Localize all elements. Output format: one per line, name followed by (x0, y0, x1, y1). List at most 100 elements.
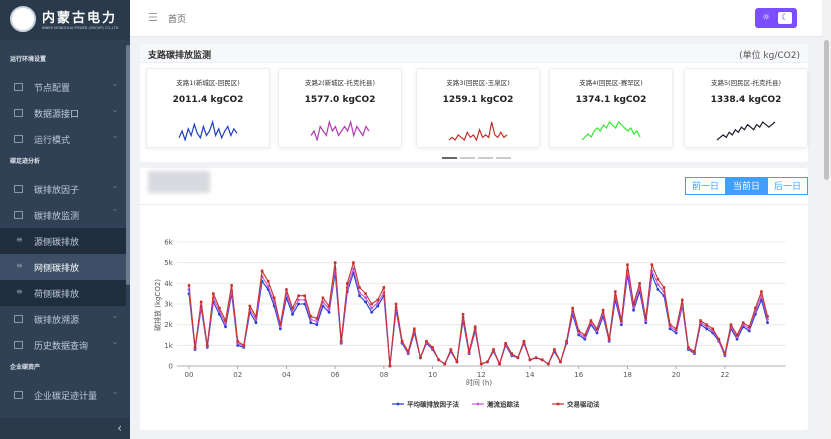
menu-item[interactable]: 碳排放因子 ⌄ (0, 176, 126, 202)
point (711, 327, 715, 331)
point (254, 317, 258, 322)
point (291, 306, 294, 310)
point (595, 331, 599, 335)
logo-area: 内蒙古电力 INNER MONGOLIA POWER (GROUP) CO.,L… (0, 0, 130, 40)
point (291, 312, 294, 316)
menu-item[interactable]: 碳排放溯源 ⌄ (0, 306, 126, 332)
submenu-item[interactable]: ≡ 网侧碳排放 (0, 254, 126, 280)
point (266, 279, 270, 283)
menu-item[interactable]: 数据源接口 ⌄ (0, 100, 126, 126)
sparkline-line (716, 121, 776, 141)
point (308, 317, 313, 322)
top-bar: ☰ 首页 ☼ ☾ (130, 0, 831, 37)
point (224, 325, 227, 329)
sparkline-line (581, 120, 641, 141)
point (388, 364, 392, 368)
point (589, 319, 593, 322)
menu-icon (14, 109, 23, 117)
x-tick-label: 20 (672, 371, 681, 379)
menu-item[interactable]: 企业碳足迹计量 ⌄ (0, 382, 126, 408)
point (309, 315, 313, 318)
panel-unit: (单位 kg/CO2) (739, 51, 800, 61)
menu-icon (14, 341, 23, 349)
point (760, 290, 763, 293)
point (553, 348, 556, 351)
point (369, 306, 374, 310)
sparkline (716, 121, 776, 141)
logo-text: 内蒙古电力 (42, 11, 118, 26)
submenu-item[interactable]: ≡ 荷侧碳排放 (0, 280, 126, 306)
point (626, 263, 629, 267)
series (187, 266, 770, 368)
point (632, 308, 635, 312)
card-name: 支路3(回民区-玉泉区) (446, 79, 510, 87)
x-tick-label: 02 (233, 371, 242, 379)
point (559, 360, 562, 364)
point (284, 291, 289, 296)
point (717, 337, 721, 341)
menu-arrow: ⌄ (112, 312, 118, 320)
day-button[interactable]: 前一日 (685, 177, 727, 195)
point (370, 302, 373, 306)
point (443, 362, 447, 366)
submenu-item[interactable]: ≡ 源侧碳排放 (0, 228, 126, 254)
point (644, 321, 648, 324)
sparkline (448, 121, 508, 141)
card-name: 支路4(回民区-赛罕区) (579, 79, 643, 87)
x-tick-label: 18 (623, 371, 632, 379)
menu-label: 节点配置 (34, 84, 71, 94)
point (242, 344, 246, 347)
logo-subtext: INNER MONGOLIA POWER (GROUP) CO.,LTD (42, 26, 119, 30)
menu-icon (14, 135, 23, 143)
point (674, 327, 678, 331)
panel-title: 支路碳排放监测 (148, 51, 212, 61)
menu-label: 碳排放因子 (34, 186, 80, 196)
point (327, 307, 331, 311)
point (583, 337, 587, 341)
menu-item[interactable]: 碳排放监测 ⌃ (0, 202, 126, 228)
point (425, 339, 428, 343)
chart: 时间 (h) 碳排放 (kgCO2) 0 1k 2k 3k 4k 5k 6k 00 02 04 06… (153, 239, 786, 409)
y-tick-label: 5k (164, 259, 173, 267)
sparkline-line (310, 119, 370, 141)
menu-section: 企业碳资产 (10, 364, 41, 371)
point (504, 341, 507, 345)
submenu-label: 源侧碳排放 (34, 238, 80, 248)
menu-item[interactable]: 历史数据查询 ⌄ (0, 332, 126, 358)
card-value: 2011.4 kgCO2 (172, 95, 244, 105)
menu-label: 运行模式 (34, 136, 71, 146)
point (565, 339, 568, 343)
y-tick-label: 1k (164, 342, 173, 350)
point (285, 288, 288, 291)
panel-header (140, 44, 808, 63)
sparkline (581, 120, 641, 141)
point (400, 339, 404, 343)
point (315, 319, 319, 324)
day-button[interactable]: 当前日 (726, 177, 768, 195)
breadcrumb[interactable]: 首页 (168, 15, 187, 25)
branch-card: 支路1(新城区-回民区) 2011.4 kgCO2 (146, 68, 270, 148)
menu-toggle[interactable]: ☰ (148, 11, 158, 24)
chart-panel: 前一日 当前日 后一日 时间 (h) 碳排放 (kgCO2) 0 1k 2k 3k 4k 5k… (140, 168, 809, 430)
point (735, 337, 739, 341)
point (510, 352, 514, 355)
collapse-button[interactable]: ‹ (0, 418, 130, 439)
y-tick-label: 3k (164, 301, 173, 309)
submenu-icon: ≡ (16, 261, 23, 270)
point (376, 298, 380, 302)
theme-toggle[interactable]: ☼ ☾ (755, 8, 797, 28)
point (674, 331, 678, 335)
point (680, 298, 684, 302)
point (224, 319, 227, 322)
point (187, 284, 191, 287)
point (358, 286, 361, 289)
point (212, 292, 215, 295)
point (687, 346, 690, 349)
point (321, 296, 325, 300)
day-buttons: 前一日 当前日 后一日 (685, 177, 809, 195)
day-button[interactable]: 后一日 (767, 177, 809, 195)
card-value: 1374.1 kgCO2 (575, 95, 647, 105)
menu-item[interactable]: 节点配置 ⌄ (0, 74, 126, 100)
menu-item[interactable]: 运行模式 ⌄ (0, 126, 126, 152)
sparkline-line (448, 121, 508, 141)
